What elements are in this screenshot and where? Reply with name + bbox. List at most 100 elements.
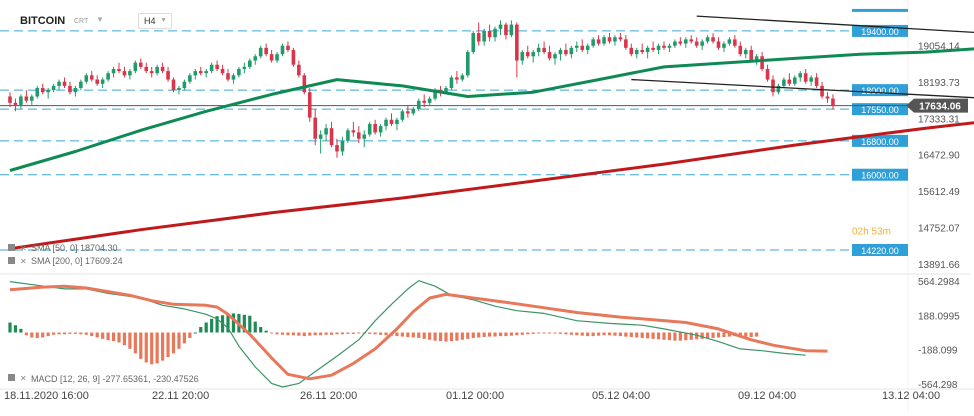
candle[interactable] xyxy=(569,47,574,55)
candle[interactable] xyxy=(564,49,568,55)
macd-histogram-bar[interactable] xyxy=(656,332,661,340)
macd-histogram-bar[interactable] xyxy=(651,332,655,339)
candle[interactable] xyxy=(455,77,459,80)
macd-histogram-bar[interactable] xyxy=(275,332,279,335)
macd-histogram-bar[interactable] xyxy=(161,332,165,361)
macd-histogram-bar[interactable] xyxy=(422,332,426,339)
candle[interactable] xyxy=(329,128,334,146)
macd-histogram-bar[interactable] xyxy=(182,332,186,344)
macd-histogram-bar[interactable] xyxy=(62,332,67,335)
candle[interactable] xyxy=(406,111,410,114)
candle[interactable] xyxy=(602,37,606,44)
candle[interactable] xyxy=(427,98,432,103)
candle[interactable] xyxy=(722,43,726,48)
macd-histogram-bar[interactable] xyxy=(210,318,214,333)
candle[interactable] xyxy=(226,73,230,80)
macd-histogram-bar[interactable] xyxy=(449,332,454,342)
candle[interactable] xyxy=(253,56,258,61)
candle[interactable] xyxy=(798,73,803,78)
macd-histogram-bar[interactable] xyxy=(19,328,23,333)
macd-histogram-bar[interactable] xyxy=(460,332,464,340)
candle[interactable] xyxy=(493,28,497,38)
candle[interactable] xyxy=(596,39,601,44)
candle[interactable] xyxy=(803,73,808,82)
macd-histogram-bar[interactable] xyxy=(569,332,573,335)
macd-histogram-bar[interactable] xyxy=(618,332,622,337)
macd-histogram-bar[interactable] xyxy=(351,332,355,334)
macd-histogram-bar[interactable] xyxy=(155,332,159,364)
macd-histogram-bar[interactable] xyxy=(368,332,372,334)
candle[interactable] xyxy=(760,56,764,69)
macd-histogram-bar[interactable] xyxy=(319,332,323,336)
candle[interactable] xyxy=(231,75,236,80)
macd-histogram-bar[interactable] xyxy=(498,332,503,337)
candle[interactable] xyxy=(237,68,241,76)
candle[interactable] xyxy=(515,24,519,61)
candle[interactable] xyxy=(335,145,339,152)
candle[interactable] xyxy=(269,54,274,61)
macd-histogram-bar[interactable] xyxy=(684,332,688,341)
candle[interactable] xyxy=(433,90,437,99)
candle[interactable] xyxy=(117,68,121,72)
candle[interactable] xyxy=(177,88,181,91)
candle[interactable] xyxy=(743,49,748,55)
candle[interactable] xyxy=(166,71,170,80)
candle[interactable] xyxy=(139,62,143,67)
macd-histogram-bar[interactable] xyxy=(41,332,45,338)
macd-histogram-bar[interactable] xyxy=(722,332,726,338)
macd-histogram-bar[interactable] xyxy=(547,332,552,334)
macd-histogram-bar[interactable] xyxy=(466,332,470,339)
macd-histogram-bar[interactable] xyxy=(215,316,219,333)
candle[interactable] xyxy=(640,49,644,53)
candle[interactable] xyxy=(553,54,557,59)
candle[interactable] xyxy=(765,68,770,80)
candle[interactable] xyxy=(84,75,89,82)
candle[interactable] xyxy=(351,130,356,133)
candle[interactable] xyxy=(188,75,192,82)
candle[interactable] xyxy=(160,66,165,72)
legend-settings-icon[interactable] xyxy=(8,257,15,264)
candle[interactable] xyxy=(509,24,514,36)
macd-histogram-bar[interactable] xyxy=(406,332,410,338)
candle[interactable] xyxy=(689,39,694,42)
macd-histogram-bar[interactable] xyxy=(357,332,361,334)
macd-histogram-bar[interactable] xyxy=(324,332,328,335)
candle[interactable] xyxy=(700,41,704,46)
candle[interactable] xyxy=(340,140,345,152)
candle[interactable] xyxy=(716,41,721,48)
candle[interactable] xyxy=(111,68,116,74)
candle[interactable] xyxy=(749,49,753,61)
macd-histogram-bar[interactable] xyxy=(575,332,579,336)
macd-histogram-bar[interactable] xyxy=(193,332,197,334)
macd-histogram-bar[interactable] xyxy=(291,332,295,336)
macd-histogram-bar[interactable] xyxy=(564,332,568,335)
candle[interactable] xyxy=(782,79,786,86)
macd-histogram-bar[interactable] xyxy=(477,332,481,338)
macd-histogram-bar[interactable] xyxy=(79,332,83,335)
candle[interactable] xyxy=(62,81,67,86)
macd-histogram-bar[interactable] xyxy=(199,327,203,333)
candle[interactable] xyxy=(275,54,279,61)
macd-histogram-bar[interactable] xyxy=(150,332,154,365)
macd-histogram-bar[interactable] xyxy=(329,332,334,335)
candle[interactable] xyxy=(624,39,628,48)
macd-histogram-bar[interactable] xyxy=(384,332,388,336)
candle[interactable] xyxy=(738,45,743,55)
candle[interactable] xyxy=(346,130,350,141)
candle[interactable] xyxy=(536,47,541,53)
macd-histogram-bar[interactable] xyxy=(602,332,606,336)
candle[interactable] xyxy=(357,132,361,139)
candle[interactable] xyxy=(106,73,110,80)
macd-histogram-bar[interactable] xyxy=(433,332,437,341)
candle[interactable] xyxy=(558,49,563,55)
candle[interactable] xyxy=(787,79,792,84)
candle[interactable] xyxy=(542,47,546,53)
candle[interactable] xyxy=(155,66,159,74)
macd-line[interactable] xyxy=(9,280,806,388)
macd-histogram-bar[interactable] xyxy=(297,332,301,336)
macd-histogram-bar[interactable] xyxy=(253,321,257,333)
candle[interactable] xyxy=(520,52,525,61)
candle[interactable] xyxy=(79,81,83,89)
candle[interactable] xyxy=(68,85,72,93)
macd-histogram-bar[interactable] xyxy=(133,332,137,354)
